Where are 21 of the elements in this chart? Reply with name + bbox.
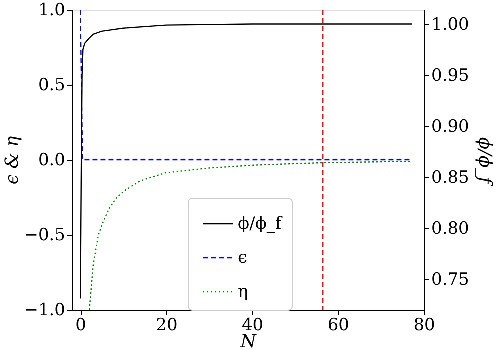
y2-tick-label: 0.85	[432, 168, 470, 188]
y2-tick-label: 0.75	[432, 270, 470, 290]
y2-tick-label: 0.80	[432, 218, 470, 239]
y2-tick-label: 1.00	[432, 14, 470, 35]
y-tick-label: −1.0	[24, 300, 66, 320]
x-tick-label: 80	[414, 316, 436, 336]
x-tick-label: 20	[156, 316, 178, 336]
x-tick-label: 0	[76, 316, 86, 336]
legend-label: η	[238, 282, 248, 302]
y-tick-label: 0.0	[38, 150, 66, 170]
line-series	[80, 24, 414, 300]
y2-axis-title: ϕ/ϕ_f	[474, 137, 496, 187]
legend-label: ϵ	[238, 248, 248, 268]
x-tick-label: 60	[328, 316, 350, 336]
y2-tick-label: 0.95	[432, 66, 470, 86]
legend-label: ϕ/ϕ_f	[238, 214, 284, 234]
y-axis-title: ϵ & η	[2, 136, 24, 185]
y2-tick-label: 0.90	[432, 116, 470, 137]
y-tick-label: 1.0	[38, 0, 66, 20]
y-tick-label: −0.5	[24, 226, 66, 246]
y-tick-label: 0.5	[38, 76, 66, 96]
